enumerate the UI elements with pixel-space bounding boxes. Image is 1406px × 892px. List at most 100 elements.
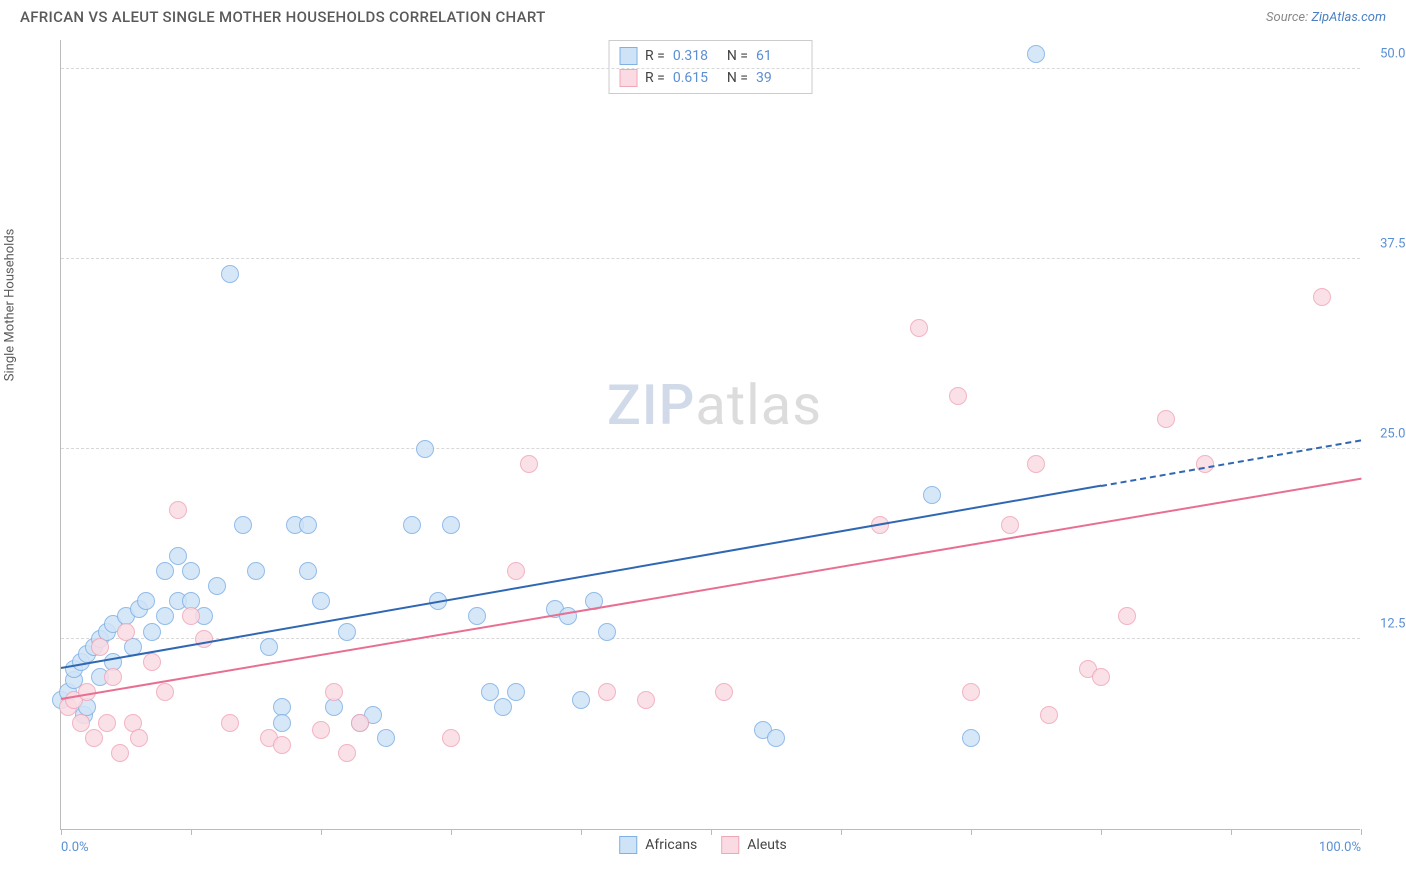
x-tick	[451, 829, 452, 835]
data-point	[338, 744, 356, 762]
data-point	[377, 729, 395, 747]
data-point	[117, 623, 135, 641]
data-point	[494, 698, 512, 716]
data-point	[1313, 288, 1331, 306]
data-point	[312, 721, 330, 739]
legend-row: R = 0.318 N = 61	[619, 45, 802, 67]
data-point	[1092, 668, 1110, 686]
chart-header: AFRICAN VS ALEUT SINGLE MOTHER HOUSEHOLD…	[0, 0, 1406, 30]
data-point	[130, 729, 148, 747]
source-attribution: Source: ZipAtlas.com	[1266, 10, 1386, 25]
gridline	[61, 638, 1360, 639]
legend-swatch	[619, 836, 637, 854]
data-point	[442, 516, 460, 534]
y-tick-label: 25.0%	[1380, 427, 1406, 442]
x-max-label: 100.0%	[1319, 840, 1361, 855]
data-point	[137, 592, 155, 610]
data-point	[1196, 455, 1214, 473]
x-tick	[971, 829, 972, 835]
series-legend: Africans Aleuts	[619, 836, 787, 854]
legend-n-value: 39	[756, 70, 802, 86]
plot-area: ZIPatlas R =0.318N =61R =0.615N =39 12.5…	[60, 40, 1360, 830]
data-point	[273, 714, 291, 732]
data-point	[247, 562, 265, 580]
data-point	[156, 607, 174, 625]
data-point	[111, 744, 129, 762]
gridline	[61, 258, 1360, 259]
data-point	[403, 516, 421, 534]
data-point	[143, 623, 161, 641]
data-point	[208, 577, 226, 595]
y-tick-label: 37.5%	[1380, 237, 1406, 252]
data-point	[104, 668, 122, 686]
data-point	[195, 630, 213, 648]
data-point	[1001, 516, 1019, 534]
data-point	[923, 486, 941, 504]
data-point	[299, 562, 317, 580]
data-point	[221, 714, 239, 732]
data-point	[169, 501, 187, 519]
data-point	[91, 638, 109, 656]
data-point	[260, 638, 278, 656]
legend-row: R =0.615N =39	[619, 67, 802, 89]
legend-n-label: N =	[727, 70, 748, 86]
data-point	[1118, 607, 1136, 625]
x-tick	[1101, 829, 1102, 835]
legend-r-value: 0.318	[673, 48, 719, 64]
legend-n-label: N =	[727, 48, 748, 64]
x-tick	[1231, 829, 1232, 835]
x-min-label: 0.0%	[61, 840, 89, 855]
legend-label: Aleuts	[747, 837, 786, 853]
data-point	[273, 736, 291, 754]
data-point	[299, 516, 317, 534]
x-tick	[1361, 829, 1362, 835]
data-point	[85, 729, 103, 747]
legend-n-value: 61	[756, 48, 802, 64]
data-point	[598, 683, 616, 701]
y-axis-label: Single Mother Households	[3, 229, 18, 382]
data-point	[351, 714, 369, 732]
y-tick-label: 12.5%	[1380, 617, 1406, 632]
data-point	[221, 265, 239, 283]
legend-item: Africans	[619, 836, 697, 854]
data-point	[143, 653, 161, 671]
legend-r-label: R =	[645, 70, 665, 86]
data-point	[949, 387, 967, 405]
data-point	[325, 683, 343, 701]
data-point	[910, 319, 928, 337]
data-point	[442, 729, 460, 747]
data-point	[1027, 45, 1045, 63]
y-tick-label: 50.0%	[1380, 47, 1406, 62]
legend-label: Africans	[645, 837, 697, 853]
data-point	[1027, 455, 1045, 473]
data-point	[169, 547, 187, 565]
data-point	[572, 691, 590, 709]
legend-swatch	[619, 47, 637, 65]
x-tick	[321, 829, 322, 835]
data-point	[520, 455, 538, 473]
gridline	[61, 68, 1360, 69]
x-tick	[581, 829, 582, 835]
source-link[interactable]: ZipAtlas.com	[1311, 10, 1386, 25]
trend-line	[61, 478, 1361, 700]
data-point	[182, 562, 200, 580]
data-point	[98, 714, 116, 732]
data-point	[234, 516, 252, 534]
data-point	[507, 683, 525, 701]
data-point	[507, 562, 525, 580]
legend-r-label: R =	[645, 48, 665, 64]
data-point	[156, 562, 174, 580]
chart-container: Single Mother Households ZIPatlas R =0.3…	[20, 30, 1386, 870]
data-point	[962, 729, 980, 747]
data-point	[72, 714, 90, 732]
correlation-legend: R =0.318N =61R =0.615N =39	[608, 40, 813, 94]
legend-item: Aleuts	[721, 836, 786, 854]
data-point	[962, 683, 980, 701]
gridline	[61, 448, 1360, 449]
data-point	[156, 683, 174, 701]
x-tick	[711, 829, 712, 835]
data-point	[767, 729, 785, 747]
data-point	[1157, 410, 1175, 428]
data-point	[1040, 706, 1058, 724]
data-point	[637, 691, 655, 709]
